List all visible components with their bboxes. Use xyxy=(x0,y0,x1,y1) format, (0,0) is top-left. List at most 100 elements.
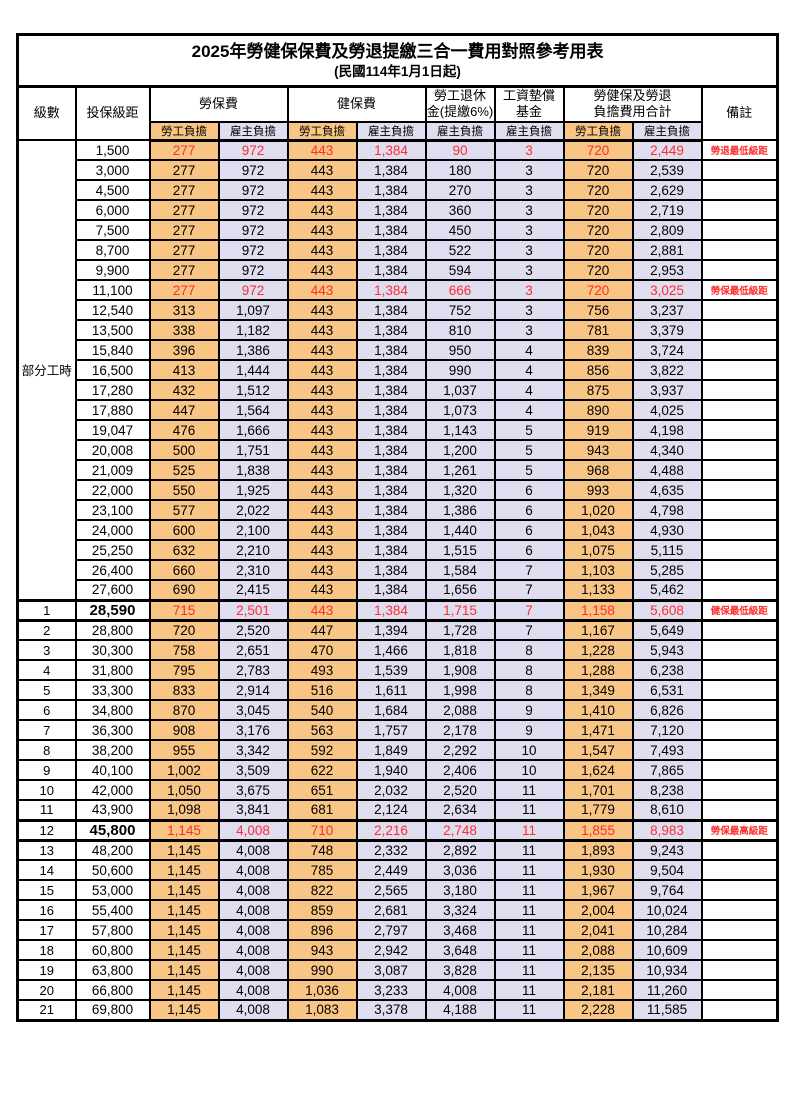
value-cell: 1,466 xyxy=(355,639,427,661)
value-cell: 3 xyxy=(493,279,565,301)
value-cell: 11 xyxy=(493,939,565,961)
value-cell: 443 xyxy=(286,419,358,441)
header-health-insurance: 健保費 xyxy=(286,85,427,123)
value-cell: 443 xyxy=(286,479,358,501)
value-cell: 3,468 xyxy=(424,919,496,941)
value-cell: 6,238 xyxy=(631,659,703,681)
table-row: 15,840 396 1,386 443 1,384 950 4 839 3,724 xyxy=(18,339,779,361)
value-cell: 4 xyxy=(493,339,565,361)
value-cell: 9,504 xyxy=(631,859,703,881)
note-cell xyxy=(700,499,779,521)
note-cell: 勞退最低級距 xyxy=(700,139,779,161)
table-row: 8 38,200 955 3,342 592 1,849 2,292 10 1,547 7,493 xyxy=(16,739,779,761)
value-cell: 1,143 xyxy=(424,419,496,441)
value-cell: 413 xyxy=(148,359,220,381)
table-row: 12 45,800 1,145 4,008 710 2,216 2,748 11 1,855 8,… xyxy=(16,818,779,842)
table-row: 11,100 277 972 443 1,384 666 3 720 3,025 勞保最低級距 xyxy=(18,279,779,301)
table-body: 部分工時 1,500 277 972 443 1,384 90 3 720 2,449 勞退最低級距… xyxy=(16,139,779,1021)
value-cell: 1,666 xyxy=(217,419,289,441)
value-cell: 313 xyxy=(148,299,220,321)
value-cell: 443 xyxy=(286,219,358,241)
note-cell xyxy=(700,419,779,441)
table-row: 21,009 525 1,838 443 1,384 1,261 5 968 4,488 xyxy=(18,459,779,481)
level-cell: 8 xyxy=(16,739,77,761)
note-cell xyxy=(700,399,779,421)
table-row: 24,000 600 2,100 443 1,384 1,440 6 1,043 4,930 xyxy=(18,519,779,541)
header-note: 備註 xyxy=(700,85,779,141)
value-cell: 11 xyxy=(493,799,565,821)
value-cell: 360 xyxy=(424,199,496,221)
value-cell: 516 xyxy=(286,679,358,701)
value-cell: 2,539 xyxy=(631,159,703,181)
value-cell: 1,967 xyxy=(562,879,634,901)
bracket-cell: 12,540 xyxy=(74,299,151,321)
value-cell: 1,083 xyxy=(286,999,358,1021)
value-cell: 785 xyxy=(286,859,358,881)
value-cell: 525 xyxy=(148,459,220,481)
table-row: 14 50,600 1,145 4,008 785 2,449 3,036 11 1,930 9,… xyxy=(16,859,779,881)
value-cell: 2,004 xyxy=(562,899,634,921)
value-cell: 9,764 xyxy=(631,879,703,901)
premium-table: 2025年勞健保保費及勞退提繳三合一費用對照參考用表 (民國114年1月1日起)… xyxy=(16,33,780,1022)
value-cell: 990 xyxy=(424,359,496,381)
subheader-total-employee: 勞工負擔 xyxy=(562,120,634,142)
value-cell: 1,145 xyxy=(148,839,220,861)
value-cell: 1,182 xyxy=(217,319,289,341)
value-cell: 1,471 xyxy=(562,719,634,741)
value-cell: 1,145 xyxy=(148,879,220,901)
value-cell: 2,100 xyxy=(217,519,289,541)
value-cell: 476 xyxy=(148,419,220,441)
value-cell: 3,841 xyxy=(217,799,289,821)
value-cell: 1,384 xyxy=(355,519,427,541)
bracket-cell: 28,590 xyxy=(74,598,151,622)
note-cell xyxy=(700,479,779,501)
table-row: 19,047 476 1,666 443 1,384 1,143 5 919 4,198 xyxy=(18,419,779,441)
header-level: 級數 xyxy=(16,85,77,141)
value-cell: 1,855 xyxy=(562,818,634,842)
value-cell: 90 xyxy=(424,139,496,161)
value-cell: 5,943 xyxy=(631,639,703,661)
value-cell: 972 xyxy=(217,159,289,181)
value-cell: 11 xyxy=(493,879,565,901)
note-cell xyxy=(700,359,779,381)
value-cell: 443 xyxy=(286,319,358,341)
value-cell: 1,036 xyxy=(286,979,358,1001)
bracket-cell: 31,800 xyxy=(74,659,151,681)
bracket-cell: 36,300 xyxy=(74,719,151,741)
value-cell: 3 xyxy=(493,299,565,321)
value-cell: 3 xyxy=(493,179,565,201)
header-total-line1: 勞健保及勞退 xyxy=(593,88,672,104)
note-cell xyxy=(700,519,779,541)
value-cell: 1,384 xyxy=(355,598,427,622)
value-cell: 1,384 xyxy=(355,399,427,421)
header-labor-insurance: 勞保費 xyxy=(148,85,289,123)
value-cell: 1,384 xyxy=(355,259,427,281)
value-cell: 715 xyxy=(148,598,220,622)
value-cell: 822 xyxy=(286,879,358,901)
bracket-cell: 38,200 xyxy=(74,739,151,761)
value-cell: 1,384 xyxy=(355,559,427,581)
value-cell: 2,022 xyxy=(217,499,289,521)
table-row: 27,600 690 2,415 443 1,384 1,656 7 1,133 5,462 xyxy=(18,579,779,601)
value-cell: 1,779 xyxy=(562,799,634,821)
bracket-cell: 34,800 xyxy=(74,699,151,721)
value-cell: 2,088 xyxy=(424,699,496,721)
level-cell: 14 xyxy=(16,859,77,881)
value-cell: 10,609 xyxy=(631,939,703,961)
value-cell: 11 xyxy=(493,779,565,801)
level-cell: 15 xyxy=(16,879,77,901)
value-cell: 2,520 xyxy=(217,619,289,641)
value-cell: 943 xyxy=(286,939,358,961)
value-cell: 1,288 xyxy=(562,659,634,681)
table-row: 9 40,100 1,002 3,509 622 1,940 2,406 10 1,624 7,8… xyxy=(16,759,779,781)
value-cell: 1,925 xyxy=(217,479,289,501)
value-cell: 6 xyxy=(493,479,565,501)
value-cell: 972 xyxy=(217,239,289,261)
bracket-cell: 6,000 xyxy=(74,199,151,221)
note-cell xyxy=(700,799,779,821)
value-cell: 5 xyxy=(493,459,565,481)
value-cell: 4,008 xyxy=(217,818,289,842)
value-cell: 592 xyxy=(286,739,358,761)
value-cell: 3,233 xyxy=(355,979,427,1001)
value-cell: 1,410 xyxy=(562,699,634,721)
